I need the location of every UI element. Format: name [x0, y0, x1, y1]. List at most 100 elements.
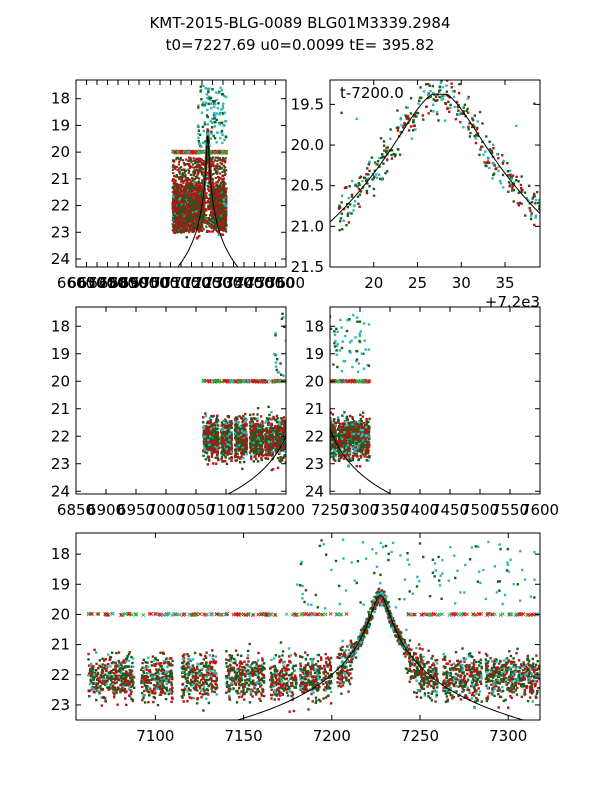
data-point	[398, 153, 402, 156]
data-point	[176, 218, 179, 221]
data-point	[217, 203, 220, 206]
data-point	[459, 120, 462, 124]
data-point	[181, 204, 184, 207]
data-point	[347, 221, 351, 224]
data-point	[199, 199, 202, 203]
data-point	[214, 165, 217, 168]
data-point	[534, 198, 538, 202]
data-point	[186, 222, 190, 225]
data-point	[185, 217, 189, 220]
data-point	[178, 214, 181, 217]
data-point	[200, 218, 203, 221]
data-point	[208, 230, 211, 233]
data-point	[209, 137, 212, 140]
data-point	[191, 177, 194, 180]
data-point	[183, 196, 186, 199]
data-point	[533, 192, 536, 196]
data-point	[190, 204, 193, 207]
data-point	[221, 219, 224, 223]
data-point	[221, 170, 224, 174]
data-point	[210, 227, 214, 230]
data-point	[483, 161, 486, 164]
data-point	[174, 186, 177, 189]
data-point	[205, 220, 208, 223]
data-point	[512, 200, 515, 203]
data-point	[184, 223, 188, 227]
data-point	[361, 179, 364, 183]
data-point	[208, 169, 211, 172]
data-point	[196, 198, 199, 201]
data-point	[350, 179, 354, 183]
data-point	[214, 156, 217, 159]
data-point	[175, 199, 179, 203]
data-point	[222, 186, 225, 190]
data-point	[180, 231, 183, 234]
data-point	[209, 188, 212, 191]
data-point	[223, 215, 226, 218]
data-point	[179, 230, 182, 233]
data-point	[206, 123, 209, 126]
data-point	[520, 190, 523, 194]
data-point	[201, 220, 204, 223]
data-point	[224, 215, 228, 219]
data-point	[177, 191, 181, 194]
data-point	[214, 186, 217, 189]
data-point	[372, 194, 376, 197]
data-point	[187, 164, 191, 167]
data-point	[174, 218, 177, 222]
data-point	[222, 168, 226, 172]
data-point	[201, 202, 205, 206]
data-point	[350, 212, 353, 215]
data-point	[184, 211, 187, 214]
data-point	[218, 113, 221, 116]
data-point	[201, 181, 205, 184]
data-point	[171, 190, 175, 194]
data-point	[462, 112, 465, 116]
data-point	[196, 206, 199, 209]
data-point	[198, 192, 201, 195]
data-point	[205, 225, 208, 228]
data-point	[183, 179, 186, 183]
data-point	[181, 173, 184, 176]
data-point	[210, 173, 213, 176]
data-point	[177, 211, 181, 214]
data-point	[211, 156, 215, 159]
data-point	[209, 206, 212, 209]
data-point	[176, 205, 179, 208]
data-point	[190, 218, 193, 221]
data-point	[407, 116, 410, 119]
data-point	[194, 159, 197, 162]
data-point	[211, 203, 214, 206]
data-point	[193, 192, 196, 195]
data-point	[212, 134, 215, 138]
data-point	[188, 178, 192, 181]
data-point	[194, 204, 198, 207]
data-point	[208, 193, 211, 196]
data-point	[485, 164, 488, 168]
data-point	[376, 159, 380, 163]
data-point	[352, 204, 356, 208]
data-point	[192, 174, 195, 177]
data-point	[205, 194, 208, 197]
data-point	[357, 202, 360, 205]
data-point	[193, 184, 196, 187]
data-point	[181, 220, 184, 223]
data-point	[194, 162, 197, 165]
data-point-saturated	[192, 150, 197, 155]
data-point	[200, 166, 203, 170]
data-point	[220, 89, 224, 92]
data-point	[209, 219, 212, 222]
data-point	[221, 174, 224, 177]
data-point	[429, 109, 433, 113]
data-point	[211, 230, 215, 233]
x-tick-label: 6950	[130, 274, 168, 292]
data-point	[219, 86, 222, 90]
data-point	[192, 220, 195, 223]
data-point	[337, 207, 341, 210]
data-point	[171, 207, 174, 210]
data-point	[520, 202, 523, 205]
data-point	[174, 179, 177, 182]
data-point	[222, 210, 225, 213]
data-point	[197, 212, 200, 215]
data-point	[511, 184, 515, 187]
